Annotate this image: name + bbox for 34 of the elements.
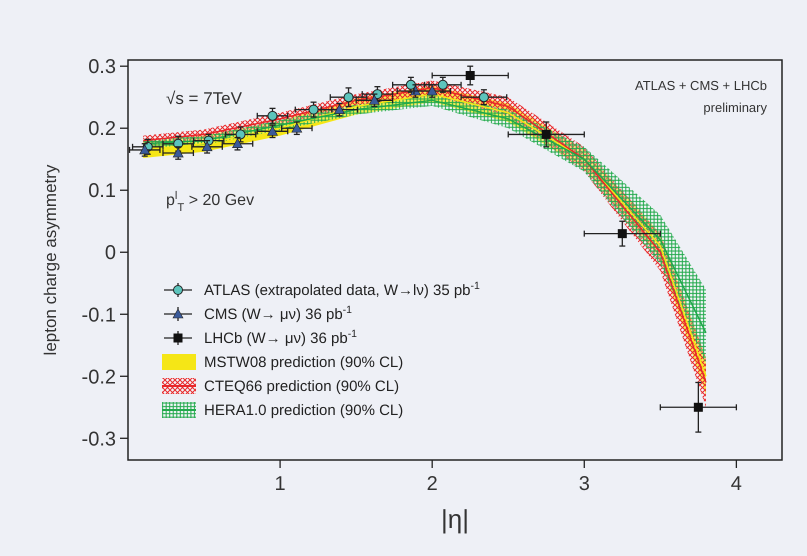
y-axis-title: lepton charge asymmetry — [41, 164, 60, 356]
point — [478, 92, 489, 102]
x-tick-label: 2 — [426, 473, 438, 495]
point — [694, 402, 703, 412]
y-tick-label: 0.3 — [88, 56, 116, 78]
legend-label: MSTW08 prediction (90% CL) — [204, 354, 404, 371]
legend-label: LHCb (W→ μν) 36 pb$^{-1}$ — [204, 328, 358, 347]
y-tick-label: 0.1 — [88, 180, 116, 202]
annotation: ATLAS + CMS + LHCb — [635, 78, 767, 93]
x-axis-title: |η| — [441, 504, 469, 534]
annotation: p$^{l}$$_{T}$ > 20 Gev — [166, 190, 254, 214]
legend-label: CTEQ66 prediction (90% CL) — [204, 378, 400, 395]
y-tick-label: -0.1 — [82, 304, 116, 326]
legend-label: HERA1.0 prediction (90% CL) — [204, 402, 404, 419]
point — [344, 92, 354, 102]
point — [334, 104, 345, 114]
point — [618, 229, 627, 238]
point — [308, 104, 319, 115]
y-tick-label: -0.2 — [82, 366, 116, 388]
y-tick-label: 0 — [104, 242, 116, 264]
point — [267, 110, 278, 121]
x-tick-label: 4 — [730, 473, 742, 495]
legend-label: CMS (W→ μν) 36 pb$^{-1}$ — [204, 304, 352, 323]
point — [292, 122, 302, 133]
annotation: preliminary — [703, 100, 768, 115]
y-tick-label: -0.3 — [82, 428, 116, 450]
y-tick-label: 0.2 — [88, 118, 116, 140]
x-tick-label: 1 — [274, 473, 286, 495]
annotation: √s = 7TeV — [166, 89, 243, 108]
x-tick-label: 3 — [578, 473, 590, 495]
point — [466, 71, 475, 80]
point — [438, 80, 448, 90]
point — [542, 130, 551, 139]
legend-label: ATLAS (extrapolated data, W→lν) 35 pb$^{-1}$ — [204, 280, 480, 299]
